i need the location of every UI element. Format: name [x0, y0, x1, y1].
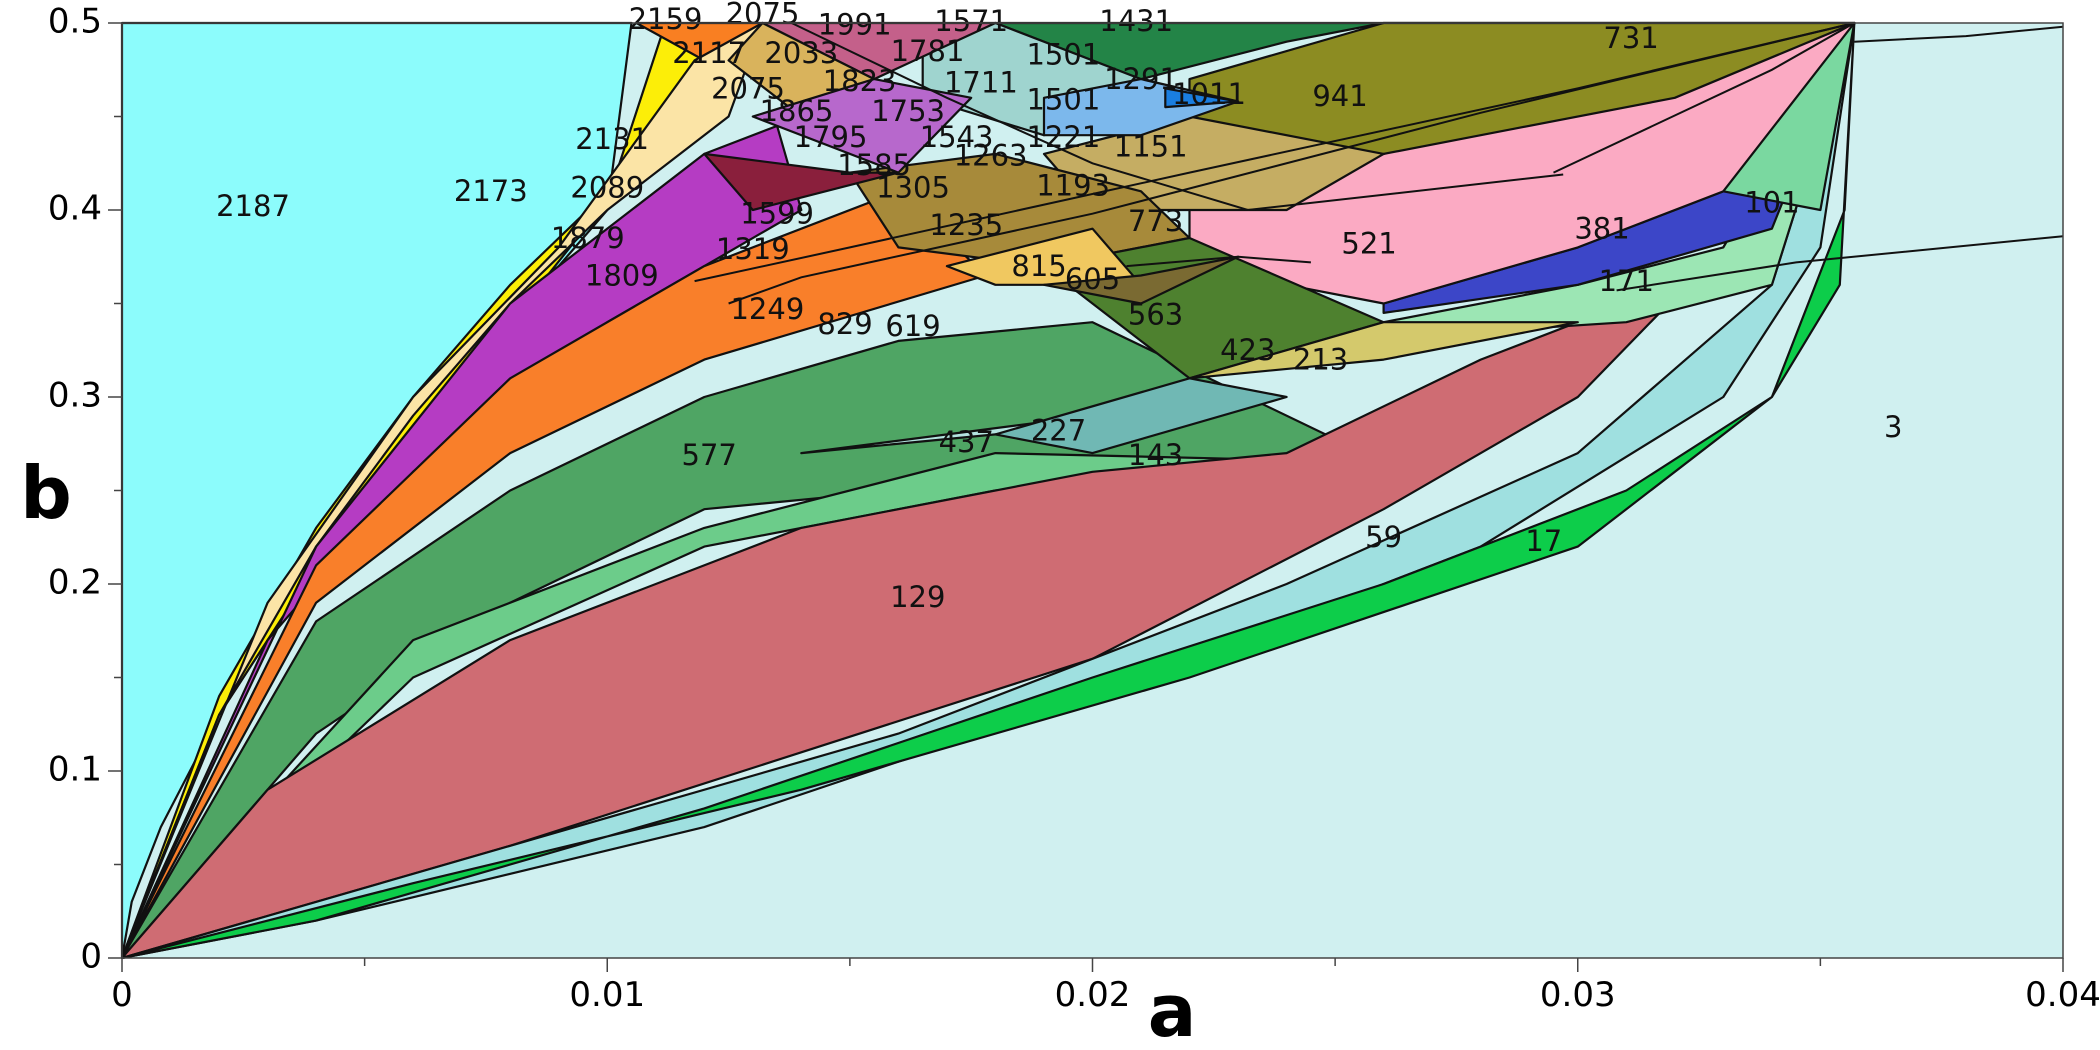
region-1599: [703, 152, 900, 212]
region-label-extra-3-23: 3: [1884, 410, 1902, 444]
y-tick-label: 0: [80, 937, 102, 977]
region-label-1795: 1795: [794, 120, 868, 154]
region-17: [120, 21, 1856, 960]
chart-regions: [120, 21, 1856, 960]
boundary-curve-3: [1553, 22, 1855, 174]
region-label-815: 815: [1011, 249, 1066, 283]
region-label-143: 143: [1128, 438, 1183, 472]
region-label-extra-619-21: 619: [885, 309, 940, 343]
x-tick-label: 0: [111, 975, 133, 1015]
region-label-extra-1263-14: 1263: [954, 139, 1028, 173]
region-label-731: 731: [1603, 21, 1658, 55]
region-label-extra-2089-17: 2089: [570, 170, 644, 204]
region-label-1711: 1711: [944, 66, 1018, 100]
region-label-extra-1501-7: 1501: [1026, 83, 1100, 117]
region-213: [1188, 321, 1579, 380]
boundary-curve-6: [1854, 25, 2064, 43]
region-label-2173: 2173: [454, 174, 528, 208]
boundary-curve-5: [1616, 235, 2064, 292]
region-label-59: 59: [1365, 520, 1402, 554]
region-label-171: 171: [1599, 264, 1654, 298]
region-label-381: 381: [1574, 212, 1629, 246]
y-tick-label: 0.2: [48, 563, 102, 603]
region-label-extra-1585-12: 1585: [837, 148, 911, 182]
region-101: [1722, 21, 1856, 212]
region-label-extra-1543-11: 1543: [920, 120, 994, 154]
x-tick-label: 0.01: [569, 975, 645, 1015]
chart-curves: [694, 22, 2064, 305]
region-label-extra-2117-1: 2117: [672, 36, 746, 70]
region-59: [120, 21, 1856, 960]
region-label-2131: 2131: [575, 122, 649, 156]
region-label-1235: 1235: [929, 208, 1003, 242]
region-label-extra-1571-3: 1571: [934, 4, 1008, 38]
x-axis-title: a: [1148, 969, 1197, 1050]
region-label-extra-1193-15: 1193: [1036, 169, 1110, 203]
region-label-extra-2075-0: 2075: [726, 0, 800, 31]
region-label-extra-773-16: 773: [1128, 204, 1183, 238]
region-label-1991: 1991: [818, 8, 892, 42]
x-tick-label: 0.02: [1055, 975, 1131, 1015]
region-label-2159: 2159: [629, 2, 703, 36]
region-label-129: 129: [890, 580, 945, 614]
region-227: [994, 377, 1288, 455]
region-label-extra-1319-19: 1319: [716, 232, 790, 266]
region-label-1599: 1599: [740, 197, 814, 231]
region-label-2033: 2033: [764, 36, 838, 70]
region-label-1249: 1249: [730, 292, 804, 326]
region-label-577: 577: [682, 438, 737, 472]
y-axis-title: b: [20, 451, 72, 535]
region-label-extra-1781-4: 1781: [891, 34, 965, 68]
region-label-extra-1865-9: 1865: [760, 94, 834, 128]
region-label-1011: 1011: [1172, 77, 1246, 111]
region-label-1221: 1221: [1026, 120, 1100, 154]
region-label-extra-1753-10: 1753: [871, 94, 945, 128]
region-label-extra-1305-13: 1305: [876, 170, 950, 204]
region-label-extra-829-20: 829: [817, 307, 872, 341]
region-label-941: 941: [1312, 79, 1367, 113]
region-label-213: 213: [1293, 343, 1348, 377]
region-label-extra-1823-8: 1823: [823, 64, 897, 98]
region-labels: 2187 2173 2159 2131 1879 1249 577 143 129 59 17 171…: [216, 0, 1902, 614]
region-label-1879: 1879: [551, 221, 625, 255]
region-label-extra-1809-18: 1809: [585, 258, 659, 292]
region-label-1151: 1151: [1114, 129, 1188, 163]
region-1011: [1164, 87, 1240, 109]
region-label-227: 227: [1031, 414, 1086, 448]
region-label-101: 101: [1744, 185, 1799, 219]
boundary-curve-2: [791, 22, 1564, 212]
boundary-curve-1: [694, 22, 1855, 283]
x-tick-label: 0.04: [2025, 975, 2100, 1015]
region-label-521: 521: [1341, 227, 1396, 261]
region-label-563: 563: [1128, 298, 1183, 332]
region-label-extra-1501-5: 1501: [1026, 38, 1100, 72]
boundary-curve-4: [1126, 255, 1311, 268]
y-tick-label: 0.1: [48, 750, 102, 790]
region-label-extra-423-22: 423: [1220, 333, 1275, 367]
region-label-2187: 2187: [216, 189, 290, 223]
y-tick-label: 0.3: [48, 376, 102, 416]
x-tick-label: 0.03: [1540, 975, 1616, 1015]
region-label-extra-1291-6: 1291: [1104, 62, 1178, 96]
region-label-extra-2075-2: 2075: [711, 71, 785, 105]
region-label-437: 437: [939, 425, 994, 459]
region-label-605: 605: [1065, 262, 1120, 296]
y-tick-label: 0.4: [48, 189, 102, 229]
y-tick-label: 0.5: [48, 2, 102, 42]
region-1795: [751, 78, 973, 174]
chart-axes: 0 0.01 0.02 0.03 0.04 0 0.1 0.2 0.3 0.4 0.5: [48, 2, 2100, 1016]
region-label-1431: 1431: [1099, 4, 1173, 38]
region-label-17: 17: [1525, 524, 1562, 558]
